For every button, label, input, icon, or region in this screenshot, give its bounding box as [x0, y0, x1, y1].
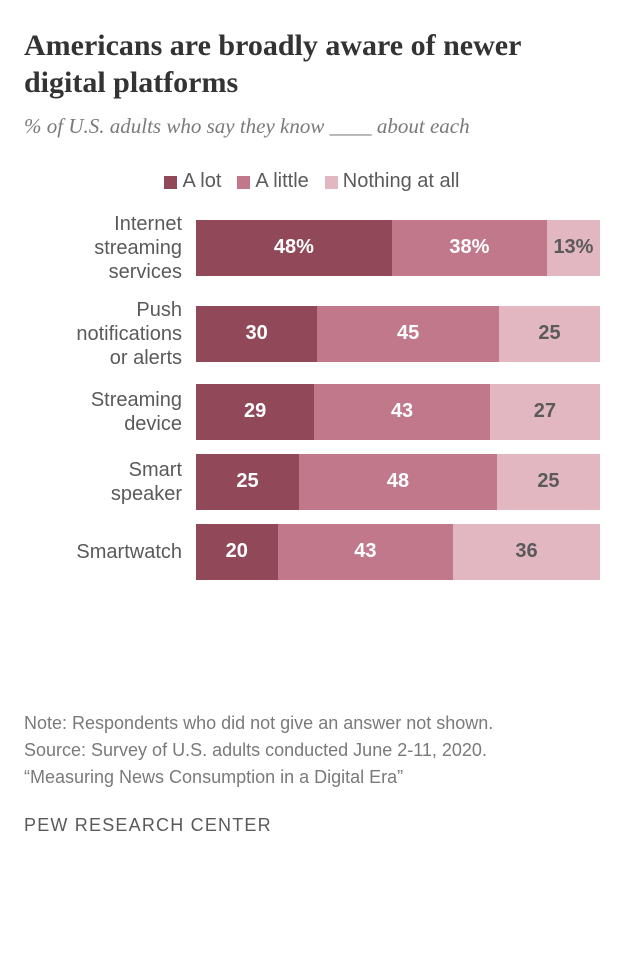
- row-label: Smartspeaker: [24, 458, 196, 506]
- bar-segment: 38%: [392, 220, 547, 276]
- chart-row: Streamingdevice294327: [24, 384, 600, 440]
- bar-segment: 30: [196, 306, 317, 362]
- legend-swatch: [237, 176, 250, 189]
- bar-segment: 43: [314, 384, 489, 440]
- row-label: Internetstreamingservices: [24, 212, 196, 284]
- stacked-bar-chart: Internetstreamingservices48%38%13%Pushno…: [24, 212, 600, 580]
- bar-segment: 45: [317, 306, 499, 362]
- legend-label: A lot: [182, 171, 221, 193]
- bar-segment: 25: [497, 454, 600, 510]
- legend-item: A lot: [164, 170, 221, 193]
- chart-row: Internetstreamingservices48%38%13%: [24, 212, 600, 284]
- bar: 48%38%13%: [196, 220, 600, 276]
- chart-title: Americans are broadly aware of newer dig…: [24, 28, 600, 101]
- quote-line: “Measuring News Consumption in a Digital…: [24, 764, 600, 791]
- legend-label: A little: [255, 171, 308, 193]
- bar: 294327: [196, 384, 600, 440]
- note-line: Note: Respondents who did not give an an…: [24, 710, 600, 737]
- bar-segment: 36: [453, 524, 600, 580]
- legend-label: Nothing at all: [343, 171, 460, 193]
- chart-row: Pushnotificationsor alerts304525: [24, 298, 600, 370]
- bar-segment: 27: [490, 384, 600, 440]
- row-label: Smartwatch: [24, 540, 196, 564]
- legend: A lot A little Nothing at all: [24, 170, 600, 193]
- bar: 304525: [196, 306, 600, 362]
- legend-swatch: [164, 176, 177, 189]
- row-label: Streamingdevice: [24, 388, 196, 436]
- row-label: Pushnotificationsor alerts: [24, 298, 196, 370]
- legend-swatch: [325, 176, 338, 189]
- bar-segment: 43: [278, 524, 453, 580]
- chart-row: Smartspeaker254825: [24, 454, 600, 510]
- chart-row: Smartwatch204336: [24, 524, 600, 580]
- legend-item: Nothing at all: [325, 170, 460, 193]
- bar-segment: 13%: [547, 220, 600, 276]
- bar: 204336: [196, 524, 600, 580]
- bar-segment: 25: [196, 454, 299, 510]
- bar: 254825: [196, 454, 600, 510]
- bar-segment: 48%: [196, 220, 392, 276]
- chart-subtitle: % of U.S. adults who say they know ____ …: [24, 113, 600, 140]
- attribution: PEW RESEARCH CENTER: [24, 815, 600, 836]
- bar-segment: 29: [196, 384, 314, 440]
- footnotes: Note: Respondents who did not give an an…: [24, 710, 600, 791]
- bar-segment: 20: [196, 524, 278, 580]
- bar-segment: 25: [499, 306, 600, 362]
- bar-segment: 48: [299, 454, 497, 510]
- legend-item: A little: [237, 170, 308, 193]
- source-line: Source: Survey of U.S. adults conducted …: [24, 737, 600, 764]
